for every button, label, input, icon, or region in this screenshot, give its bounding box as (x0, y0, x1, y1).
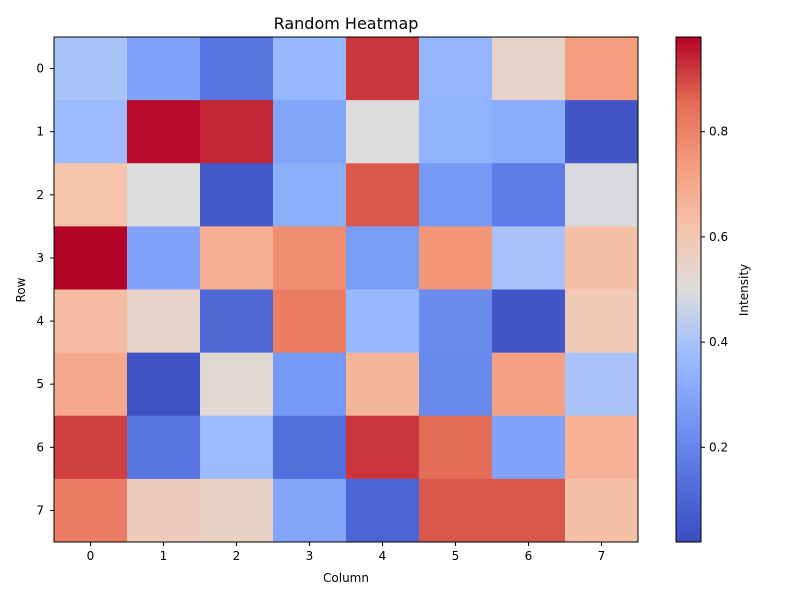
heatmap-cell-r4-c6 (492, 289, 566, 354)
heatmap-cell-r1-c6 (492, 100, 566, 164)
heatmap-cell-r7-c1 (127, 478, 201, 543)
heatmap-cell-r2-c3 (273, 163, 347, 227)
heatmap-cell-r4-c2 (200, 289, 274, 354)
colorbar-tick-label: 0.4 (709, 335, 728, 349)
heatmap-cell-r5-c7 (565, 352, 639, 417)
colorbar (675, 36, 702, 543)
heatmap-cell-r3-c0 (54, 226, 128, 290)
heatmap-cell-r4-c3 (273, 289, 347, 354)
heatmap-cell-r6-c2 (200, 415, 274, 480)
y-axis-ticks: 0 1 2 3 4 5 6 7 (36, 62, 54, 517)
heatmap-cell-r5-c6 (492, 352, 566, 417)
heatmap-cell-r3-c2 (200, 226, 274, 290)
heatmap-cell-r6-c3 (273, 415, 347, 480)
heatmap-cell-r5-c2 (200, 352, 274, 417)
heatmap-cell-r3-c6 (492, 226, 566, 290)
x-tick-label: 7 (598, 549, 606, 563)
heatmap-cell-r7-c7 (565, 478, 639, 543)
heatmap-cell-r4-c0 (54, 289, 128, 354)
heatmap-cell-r0-c3 (273, 37, 347, 101)
heatmap-cell-r0-c6 (492, 37, 566, 101)
x-tick-label: 0 (87, 549, 95, 563)
y-tick-label: 3 (36, 251, 44, 265)
heatmap-cell-r4-c1 (127, 289, 201, 354)
y-tick-label: 5 (36, 377, 44, 391)
x-tick-label: 4 (379, 549, 387, 563)
heatmap-cell-r0-c0 (54, 37, 128, 101)
heatmap-cell-r6-c1 (127, 415, 201, 480)
heatmap-cell-r7-c2 (200, 478, 274, 543)
heatmap-cell-r0-c1 (127, 37, 201, 101)
heatmap-cell-r2-c6 (492, 163, 566, 227)
colorbar-tick-label: 0.8 (709, 125, 728, 139)
colorbar-label: Intensity (737, 264, 751, 316)
heatmap-cell-r7-c0 (54, 478, 128, 543)
heatmap-cell-r4-c7 (565, 289, 639, 354)
heatmap-cell-r2-c4 (346, 163, 420, 227)
heatmap-cell-r1-c3 (273, 100, 347, 164)
heatmap-cell-r3-c3 (273, 226, 347, 290)
y-tick-label: 6 (36, 440, 44, 454)
x-axis-label: Column (323, 571, 369, 585)
heatmap-cell-r2-c5 (419, 163, 493, 227)
heatmap-cell-r3-c4 (346, 226, 420, 290)
heatmap-cell-r4-c5 (419, 289, 493, 354)
heatmap-cell-r3-c5 (419, 226, 493, 290)
heatmap-cell-r2-c0 (54, 163, 128, 227)
heatmap-cell-r2-c1 (127, 163, 201, 227)
x-tick-label: 5 (452, 549, 460, 563)
heatmap-cell-r6-c0 (54, 415, 128, 480)
heatmap-cell-r2-c7 (565, 163, 639, 227)
y-axis-label: Row (14, 277, 28, 302)
y-tick-label: 7 (36, 503, 44, 517)
heatmap-cell-r4-c4 (346, 289, 420, 354)
heatmap-cell-r6-c5 (419, 415, 493, 480)
x-axis-ticks: 0 1 2 3 4 5 6 7 (87, 542, 606, 563)
heatmap-cell-r2-c2 (200, 163, 274, 227)
heatmap-cell-r1-c0 (54, 100, 128, 164)
colorbar-tick-label: 0.2 (709, 440, 728, 454)
heatmap-cell-r1-c1 (127, 100, 201, 164)
heatmap-cells (54, 37, 639, 543)
heatmap-cell-r5-c4 (346, 352, 420, 417)
heatmap-cell-r3-c1 (127, 226, 201, 290)
y-tick-label: 4 (36, 314, 44, 328)
heatmap-cell-r7-c3 (273, 478, 347, 543)
x-tick-label: 2 (233, 549, 241, 563)
heatmap-cell-r0-c5 (419, 37, 493, 101)
heatmap-cell-r1-c4 (346, 100, 420, 164)
y-tick-label: 1 (36, 125, 44, 139)
heatmap-cell-r5-c0 (54, 352, 128, 417)
x-tick-label: 6 (525, 549, 533, 563)
y-tick-label: 2 (36, 188, 44, 202)
x-tick-label: 3 (306, 549, 314, 563)
plot-frame (53, 36, 639, 543)
heatmap-cell-r6-c4 (346, 415, 420, 480)
heatmap-cell-r5-c5 (419, 352, 493, 417)
heatmap-cell-r0-c2 (200, 37, 274, 101)
colorbar-tick-label: 0.6 (709, 230, 728, 244)
heatmap-cell-r7-c5 (419, 478, 493, 543)
colorbar-ticks: 0.2 0.4 0.6 0.8 (701, 125, 728, 454)
heatmap-cell-r5-c1 (127, 352, 201, 417)
chart-title: Random Heatmap (274, 14, 419, 33)
heatmap-cell-r0-c4 (346, 37, 420, 101)
heatmap-cell-r6-c7 (565, 415, 639, 480)
heatmap-cell-r3-c7 (565, 226, 639, 290)
heatmap-cell-r0-c7 (565, 37, 639, 101)
x-tick-label: 1 (160, 549, 168, 563)
heatmap-cell-r6-c6 (492, 415, 566, 480)
y-tick-label: 0 (36, 62, 44, 76)
heatmap-cell-r1-c5 (419, 100, 493, 164)
heatmap-cell-r1-c7 (565, 100, 639, 164)
heatmap-cell-r7-c6 (492, 478, 566, 543)
heatmap-cell-r1-c2 (200, 100, 274, 164)
heatmap-cell-r5-c3 (273, 352, 347, 417)
heatmap-cell-r7-c4 (346, 478, 420, 543)
